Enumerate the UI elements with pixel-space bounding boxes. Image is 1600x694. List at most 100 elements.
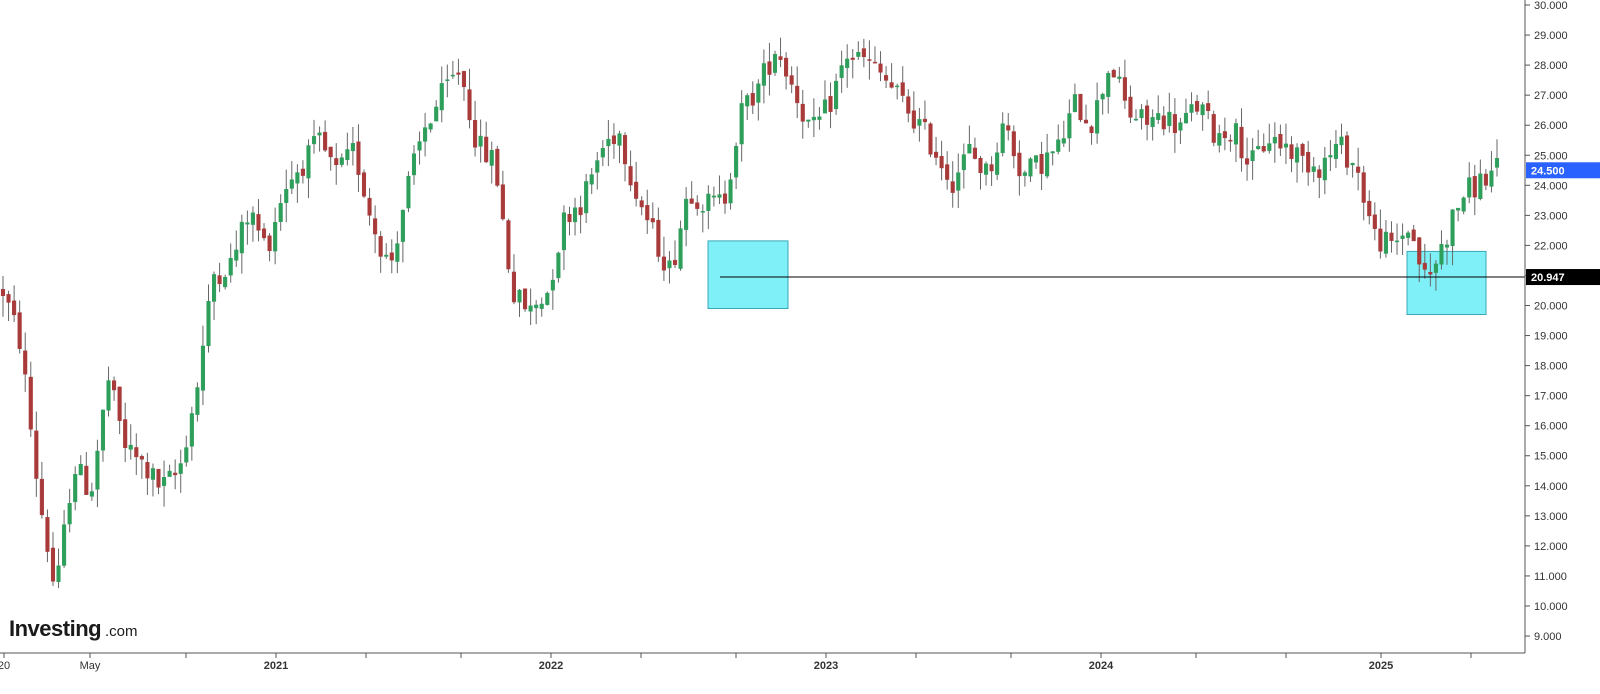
candle-down	[656, 219, 661, 257]
candle-up	[561, 212, 566, 251]
candle-down	[1011, 131, 1016, 157]
candle-up	[528, 305, 533, 312]
candle-down	[1361, 172, 1366, 203]
candle-up	[184, 447, 189, 463]
candle-up	[1106, 73, 1111, 97]
candle-up	[1189, 104, 1194, 113]
candle-up	[967, 143, 972, 154]
y-tick-label: 29.000	[1534, 30, 1568, 42]
candle-up	[739, 103, 744, 145]
candle-down	[389, 252, 394, 261]
candle-up	[1456, 207, 1461, 211]
candle-down	[867, 59, 872, 61]
candle-up	[89, 491, 94, 497]
candle-down	[328, 146, 333, 158]
candle-up	[434, 106, 439, 122]
support-price-badge: 20.947	[1526, 269, 1600, 286]
candle-down	[828, 96, 833, 112]
candle-up	[756, 83, 761, 103]
candle-down	[1417, 237, 1422, 265]
candle-up	[1022, 172, 1027, 176]
y-tick-label: 12.000	[1534, 541, 1568, 553]
candle-up	[1267, 143, 1272, 151]
candle-down	[267, 235, 272, 252]
x-tick-label: May	[80, 660, 101, 672]
candle-up	[273, 222, 278, 252]
candle-down	[1261, 146, 1266, 152]
current-price-badge-label: 24.500	[1531, 165, 1565, 177]
candle-up	[1461, 197, 1466, 212]
candle-up	[534, 304, 539, 309]
candle-up	[1095, 100, 1100, 134]
candle-up	[517, 289, 522, 303]
candle-down	[117, 386, 122, 421]
candle-down	[884, 75, 889, 81]
candle-down	[767, 61, 772, 75]
candle-down	[1317, 169, 1322, 178]
y-tick-label: 10.000	[1534, 601, 1568, 613]
candle-up	[411, 153, 417, 176]
candle-down	[784, 57, 789, 77]
y-tick-label: 18.000	[1534, 361, 1568, 373]
candle-down	[323, 131, 328, 151]
candle-up	[1400, 235, 1405, 239]
candle-down	[928, 123, 933, 155]
candle-up	[478, 135, 483, 147]
y-tick-label: 26.000	[1534, 120, 1568, 132]
candle-up	[822, 99, 828, 114]
candle-up	[345, 149, 350, 161]
candle-down	[1344, 135, 1350, 168]
x-tick-label: 2023	[814, 660, 838, 672]
candle-down	[523, 288, 528, 310]
candle-down	[1472, 176, 1477, 198]
candle-up	[450, 74, 455, 77]
candle-down	[578, 207, 583, 216]
candle-up	[717, 194, 722, 198]
candle-down	[1245, 158, 1250, 165]
candle-down	[112, 380, 117, 391]
candle-down	[750, 93, 755, 106]
candle-down	[6, 294, 11, 303]
candle-down	[1378, 228, 1383, 252]
candle-down	[12, 300, 17, 316]
candle-down	[689, 198, 694, 204]
candle-down	[461, 71, 467, 88]
candle-down	[1017, 152, 1022, 177]
candle-down	[506, 220, 511, 270]
current-price-badge: 24.500	[1526, 162, 1600, 179]
y-tick-label: 27.000	[1534, 90, 1568, 102]
candle-up	[339, 157, 344, 165]
candle-up	[584, 181, 589, 214]
price-badges: 24.500 20.947	[1526, 162, 1600, 286]
candle-up	[1167, 111, 1172, 126]
candle-down	[1483, 173, 1488, 186]
candle-up	[1256, 146, 1261, 150]
candle-up	[734, 146, 739, 178]
x-tick-label: 20	[0, 660, 10, 672]
candle-down	[1089, 126, 1094, 133]
candle-up	[545, 292, 550, 305]
candle-up	[189, 413, 194, 447]
candle-down	[1111, 69, 1116, 78]
candle-down	[1228, 139, 1233, 142]
candle-down	[972, 147, 977, 159]
candle-down	[978, 157, 983, 174]
candle-up	[106, 380, 111, 411]
candle-down	[134, 447, 139, 458]
candle-up	[772, 54, 778, 73]
candle-down	[889, 82, 894, 88]
candle-up	[178, 463, 183, 474]
candle-up	[834, 80, 839, 110]
candle-down	[622, 135, 628, 165]
candle-up	[289, 179, 294, 189]
candle-up	[811, 116, 816, 121]
y-tick-label: 22.000	[1534, 240, 1568, 252]
candle-down	[878, 63, 883, 73]
x-tick-label: 2024	[1089, 660, 1114, 672]
y-tick-label: 16.000	[1534, 421, 1568, 433]
candle-up	[806, 119, 811, 122]
y-tick-label: 24.000	[1534, 180, 1568, 192]
candle-up	[1283, 143, 1289, 148]
candle-down	[23, 350, 28, 375]
candle-up	[67, 503, 72, 525]
